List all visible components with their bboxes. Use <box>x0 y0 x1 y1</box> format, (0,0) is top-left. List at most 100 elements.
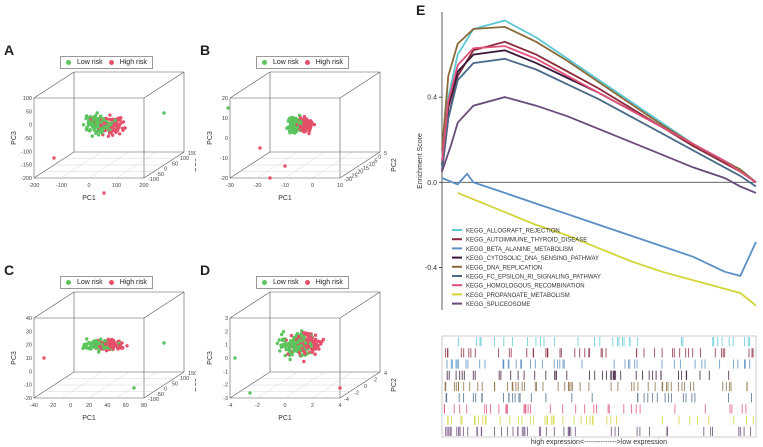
low-risk-point <box>84 345 89 350</box>
legend-low-label: Low risk <box>77 59 103 66</box>
panel-label-c: C <box>4 262 15 278</box>
legend-entry: KEGG_CYTOSOLIC_DNA_SENSING_PATHWAY <box>466 256 599 262</box>
low-risk-point <box>293 125 297 130</box>
high-risk-marker-icon <box>108 60 114 65</box>
low-risk-point <box>305 352 310 356</box>
low-risk-point <box>96 119 100 123</box>
high-risk-point <box>313 337 318 342</box>
high-risk-point <box>301 349 306 353</box>
low-risk-point <box>293 128 298 133</box>
pc3-tick-label: -3 <box>223 396 228 402</box>
pc3-tick-label: 30 <box>26 329 32 335</box>
low-risk-point <box>93 114 98 118</box>
high-risk-point <box>116 347 120 351</box>
pc3-tick-label: -20 <box>24 396 32 402</box>
series-line <box>441 96 757 194</box>
series-line <box>441 45 757 184</box>
floor-grid-line <box>116 371 157 399</box>
high-risk-point <box>109 131 113 135</box>
high-risk-marker-icon <box>108 280 114 285</box>
pc2-tick-label: -25 <box>350 173 358 179</box>
low-risk-point <box>292 348 297 353</box>
legend-entry: KEGG_FC_EPSILON_RI_SIGNALING_PATHWAY <box>466 275 601 281</box>
high-risk-point <box>42 356 46 360</box>
low-risk-point <box>99 337 103 341</box>
high-risk-point <box>313 340 317 345</box>
high-risk-point <box>311 348 315 353</box>
pc2-tick-label: 150 <box>188 371 196 377</box>
low-risk-point <box>248 391 252 395</box>
pc1-tick-label: 0 <box>311 183 314 189</box>
legend-high-label: High risk <box>315 279 343 286</box>
low-risk-point <box>84 128 89 132</box>
legend-entry: KEGG_SPLICEOSOME <box>466 302 530 308</box>
floor-grid-line <box>312 151 353 179</box>
gsea-enrichment-plot: -0.4 0.0 0.4 Enrichment Score KEGG_ALLOGRAFT… <box>417 12 757 446</box>
low-risk-point <box>92 128 96 132</box>
pc1-tick-label: -20 <box>254 183 262 189</box>
pc2-tick-label: 150 <box>188 151 196 157</box>
pc1-tick-label: 200 <box>139 183 148 189</box>
pc3-tick-label: 10 <box>222 116 228 122</box>
pc2-axis-title: PC2 <box>391 158 396 172</box>
pc1-tick-label: -40 <box>30 403 38 409</box>
low-risk-point <box>297 346 301 350</box>
pc1-tick-label: 10 <box>337 183 343 189</box>
y-tick-label: -0.4 <box>425 265 437 272</box>
pc3-tick-label: -100 <box>21 149 32 155</box>
floor-grid-line <box>116 151 157 179</box>
y-axis-label: Enrichment Score <box>417 133 424 189</box>
series-line <box>441 57 757 188</box>
low-risk-point <box>103 339 107 343</box>
low-risk-point <box>90 342 94 346</box>
high-risk-point <box>305 346 309 350</box>
pc2-tick-label: -20 <box>355 170 363 176</box>
high-risk-point <box>104 342 108 347</box>
low-risk-point <box>81 123 86 127</box>
pc1-tick-label: -100 <box>56 183 67 189</box>
hit-strip-frame <box>441 335 757 438</box>
low-risk-point <box>300 353 304 357</box>
low-risk-point <box>132 386 136 390</box>
pc2-tick-label: -2 <box>354 391 359 397</box>
pc3-tick-label: 100 <box>23 96 32 102</box>
pc1-tick-label: 60 <box>123 403 129 409</box>
low-risk-marker-icon <box>66 60 71 65</box>
low-risk-point <box>81 346 85 351</box>
low-risk-point <box>99 120 104 124</box>
pc1-tick-label: -4 <box>228 403 233 409</box>
high-risk-point <box>305 337 310 341</box>
low-risk-point <box>288 357 292 362</box>
x-axis-caption: high expression<-------------->low expre… <box>531 439 667 446</box>
pc3-tick-label: 40 <box>26 316 32 322</box>
high-risk-point <box>316 339 320 343</box>
low-risk-point <box>101 118 106 122</box>
pc3-axis-title: PC3 <box>207 131 214 145</box>
y-tick-label: 0.0 <box>427 180 437 187</box>
high-risk-point <box>108 117 112 122</box>
low-risk-point <box>288 125 293 129</box>
pc1-tick-label: 2 <box>311 403 314 409</box>
pc1-tick-label: -200 <box>28 183 39 189</box>
legend-high-label: High risk <box>119 59 147 66</box>
low-risk-point <box>113 118 117 123</box>
cube-edge <box>143 291 185 319</box>
pc1-tick-label: 80 <box>141 403 147 409</box>
pc3-tick-label: -20 <box>220 176 228 182</box>
high-risk-point <box>308 123 312 127</box>
pc3-tick-label: 0 <box>29 369 32 375</box>
pca-3d-scatter-c: -40-20020406080PC1-100-50050100150PC2-20… <box>11 291 196 422</box>
cube-edge <box>33 71 75 99</box>
high-risk-point <box>108 340 112 344</box>
pc2-tick-label: -100 <box>148 397 159 403</box>
low-risk-point <box>87 123 91 127</box>
high-risk-point <box>319 342 323 346</box>
low-risk-point <box>278 349 282 353</box>
pc1-tick-label: 0 <box>283 403 286 409</box>
low-risk-point <box>280 338 285 342</box>
series-line <box>441 40 757 184</box>
pc3-tick-label: 20 <box>26 343 32 349</box>
pc2-tick-label: 0 <box>378 155 381 161</box>
low-risk-point <box>101 127 106 131</box>
pc2-tick-label: 0 <box>164 167 167 173</box>
